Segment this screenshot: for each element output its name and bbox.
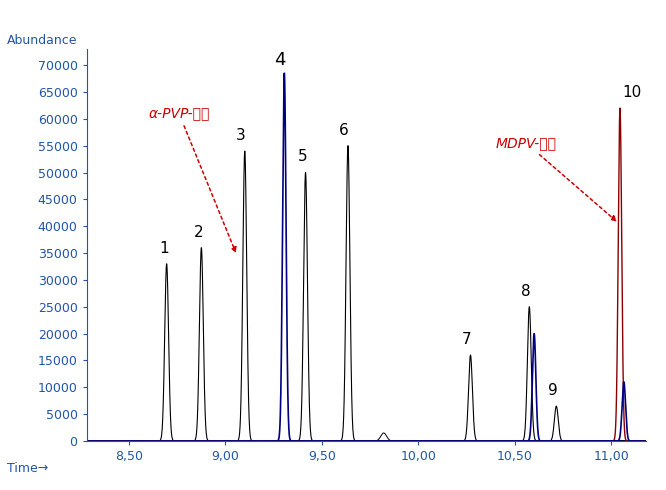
Text: Time→: Time→ <box>7 462 48 475</box>
Text: α-PVP-𝑑𝟶: α-PVP-𝑑𝟶 <box>149 106 236 251</box>
Text: 9: 9 <box>547 383 557 398</box>
Text: 2: 2 <box>194 224 203 240</box>
Text: 1: 1 <box>159 241 168 256</box>
Text: 7: 7 <box>462 332 472 347</box>
Text: 5: 5 <box>298 149 308 165</box>
Text: Abundance: Abundance <box>7 34 77 48</box>
Text: 3: 3 <box>236 128 246 143</box>
Text: MDPV-𝑑𝟶: MDPV-𝑑𝟶 <box>496 136 615 220</box>
Text: 8: 8 <box>521 284 530 299</box>
Text: 6: 6 <box>339 122 349 138</box>
Text: 10: 10 <box>622 85 641 100</box>
Text: 4: 4 <box>274 51 285 69</box>
